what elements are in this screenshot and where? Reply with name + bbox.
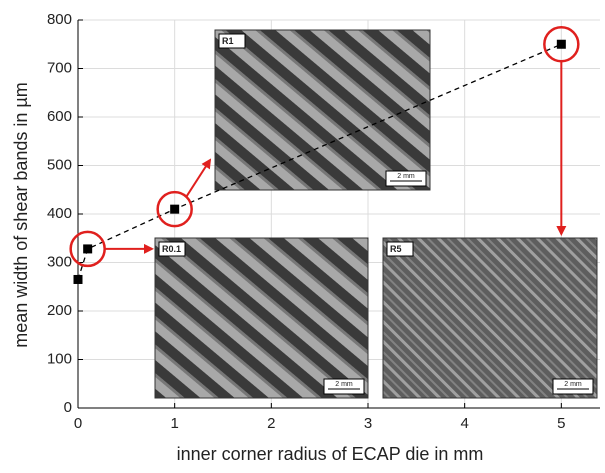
scale-label: 2 mm (397, 173, 415, 180)
inset-label: R1 (222, 36, 234, 46)
y-tick-label: 200 (47, 302, 72, 319)
inset-image (382, 237, 598, 399)
y-tick-label: 800 (47, 11, 72, 28)
scale-label: 2 mm (335, 381, 353, 388)
data-point (73, 274, 83, 284)
inset-image (214, 29, 431, 191)
x-tick-label: 5 (557, 415, 565, 432)
y-tick-label: 300 (47, 253, 72, 270)
x-tick-label: 2 (267, 415, 275, 432)
inset-label-box (386, 241, 414, 257)
scale-box (385, 170, 427, 187)
y-tick-label: 0 (64, 399, 72, 416)
highlight-circle (156, 190, 193, 228)
inset-label: R5 (390, 244, 402, 254)
scale-box (552, 378, 594, 395)
y-tick-label: 600 (47, 108, 72, 125)
inset-label-box (158, 241, 186, 257)
y-tick-label: 500 (47, 156, 72, 173)
x-tick-label: 0 (74, 415, 82, 432)
scale-box (323, 378, 365, 395)
y-tick-label: 400 (47, 205, 72, 222)
data-point (83, 244, 93, 254)
x-tick-label: 1 (170, 415, 178, 432)
inset-label-box (218, 33, 246, 49)
data-point (170, 204, 180, 214)
y-tick-label: 100 (47, 350, 72, 367)
x-axis-label: inner corner radius of ECAP die in mm (177, 444, 484, 464)
y-tick-label: 700 (47, 59, 72, 76)
x-tick-label: 4 (460, 415, 468, 432)
scale-label: 2 mm (564, 381, 582, 388)
inset-image (154, 237, 369, 399)
arrow (185, 158, 212, 197)
data-line (77, 43, 562, 280)
data-point (556, 39, 566, 49)
x-tick-label: 3 (364, 415, 372, 432)
inset-label: R0.1 (162, 244, 181, 254)
y-axis-label: mean width of shear bands in µm (11, 82, 31, 348)
